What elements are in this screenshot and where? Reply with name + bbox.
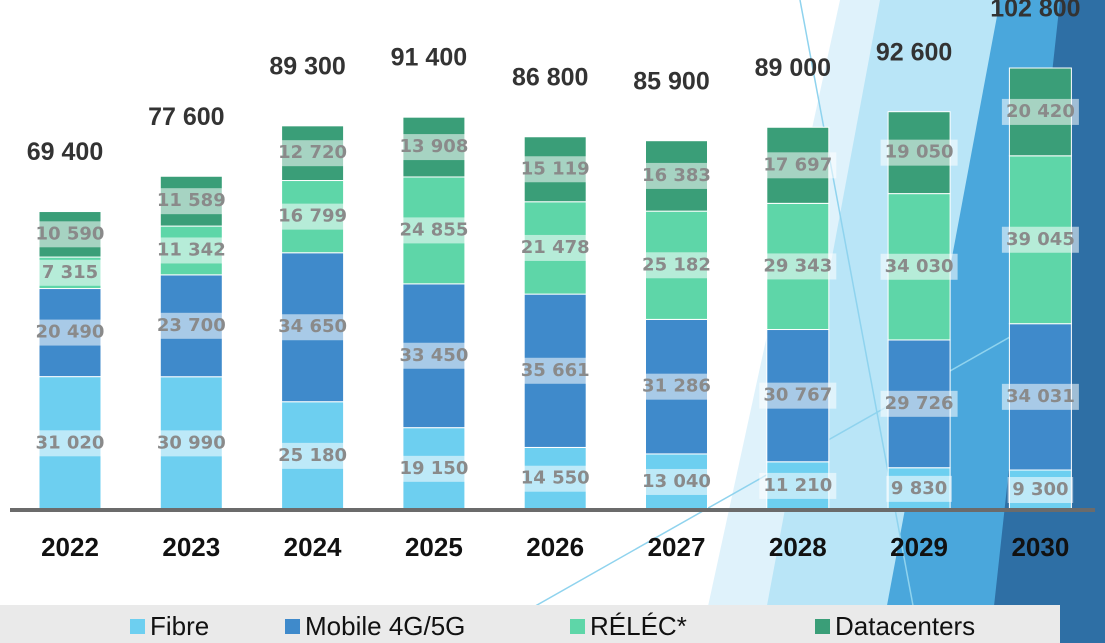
total-label: 85 900 (633, 67, 709, 95)
value-label: 19 150 (399, 458, 468, 479)
value-label: 25 180 (278, 445, 347, 466)
value-label: 31 286 (642, 376, 711, 397)
value-label: 17 697 (763, 154, 832, 175)
total-label: 89 300 (269, 53, 345, 81)
value-label: 10 590 (36, 223, 105, 244)
legend-label: Mobile 4G/5G (305, 611, 465, 641)
legend-swatch (815, 619, 830, 634)
value-label: 14 550 (521, 468, 590, 489)
value-label: 11 589 (157, 190, 226, 211)
total-label: 89 000 (755, 54, 831, 82)
value-label: 30 990 (157, 432, 226, 453)
value-label: 23 700 (157, 315, 226, 336)
x-tick-label: 2022 (41, 532, 99, 562)
value-label: 31 020 (36, 432, 105, 453)
value-label: 12 720 (278, 142, 347, 163)
value-label: 25 182 (642, 254, 711, 275)
value-label: 9 830 (891, 478, 947, 499)
value-label: 34 650 (278, 316, 347, 337)
value-label: 29 343 (763, 255, 832, 276)
value-label: 19 050 (885, 142, 954, 163)
total-label: 77 600 (148, 103, 224, 131)
value-label: 16 383 (642, 165, 711, 186)
value-label: 34 030 (885, 256, 954, 277)
x-tick-label: 2029 (890, 532, 948, 562)
legend-swatch (570, 619, 585, 634)
legend-label: Datacenters (835, 611, 975, 641)
x-tick-label: 2026 (526, 532, 584, 562)
x-tick-label: 2027 (648, 532, 706, 562)
value-label: 39 045 (1006, 229, 1075, 250)
x-tick-label: 2030 (1011, 532, 1069, 562)
total-label: 69 400 (27, 138, 103, 166)
legend-label: Fibre (150, 611, 209, 641)
chart: 31 020 20 490 7 315 10 590 69 400 2022 30 990 2… (0, 0, 1105, 643)
value-label: 24 855 (399, 219, 468, 240)
value-label: 20 420 (1006, 101, 1075, 122)
legend-swatch (130, 619, 145, 634)
value-label: 11 210 (763, 475, 832, 496)
total-label: 91 400 (391, 44, 467, 72)
value-label: 13 908 (399, 136, 468, 157)
value-label: 20 490 (36, 322, 105, 343)
total-label: 102 800 (990, 0, 1080, 23)
value-label: 29 726 (885, 393, 954, 414)
x-tick-label: 2023 (162, 532, 220, 562)
total-label: 86 800 (512, 63, 588, 91)
value-label: 34 031 (1006, 386, 1075, 407)
value-label: 21 478 (521, 237, 590, 258)
value-label: 11 342 (157, 239, 226, 260)
value-label: 35 661 (521, 360, 590, 381)
legend-swatch (285, 619, 300, 634)
x-tick-label: 2025 (405, 532, 463, 562)
value-label: 15 119 (521, 158, 590, 179)
value-label: 13 040 (642, 471, 711, 492)
total-label: 92 600 (876, 38, 952, 66)
value-label: 7 315 (42, 262, 98, 283)
legend-label: RÉLÉC* (590, 611, 687, 641)
value-label: 16 799 (278, 206, 347, 227)
value-label: 33 450 (399, 345, 468, 366)
x-tick-label: 2024 (284, 532, 342, 562)
value-label: 30 767 (763, 385, 832, 406)
value-label: 9 300 (1012, 479, 1068, 500)
x-tick-label: 2028 (769, 532, 827, 562)
